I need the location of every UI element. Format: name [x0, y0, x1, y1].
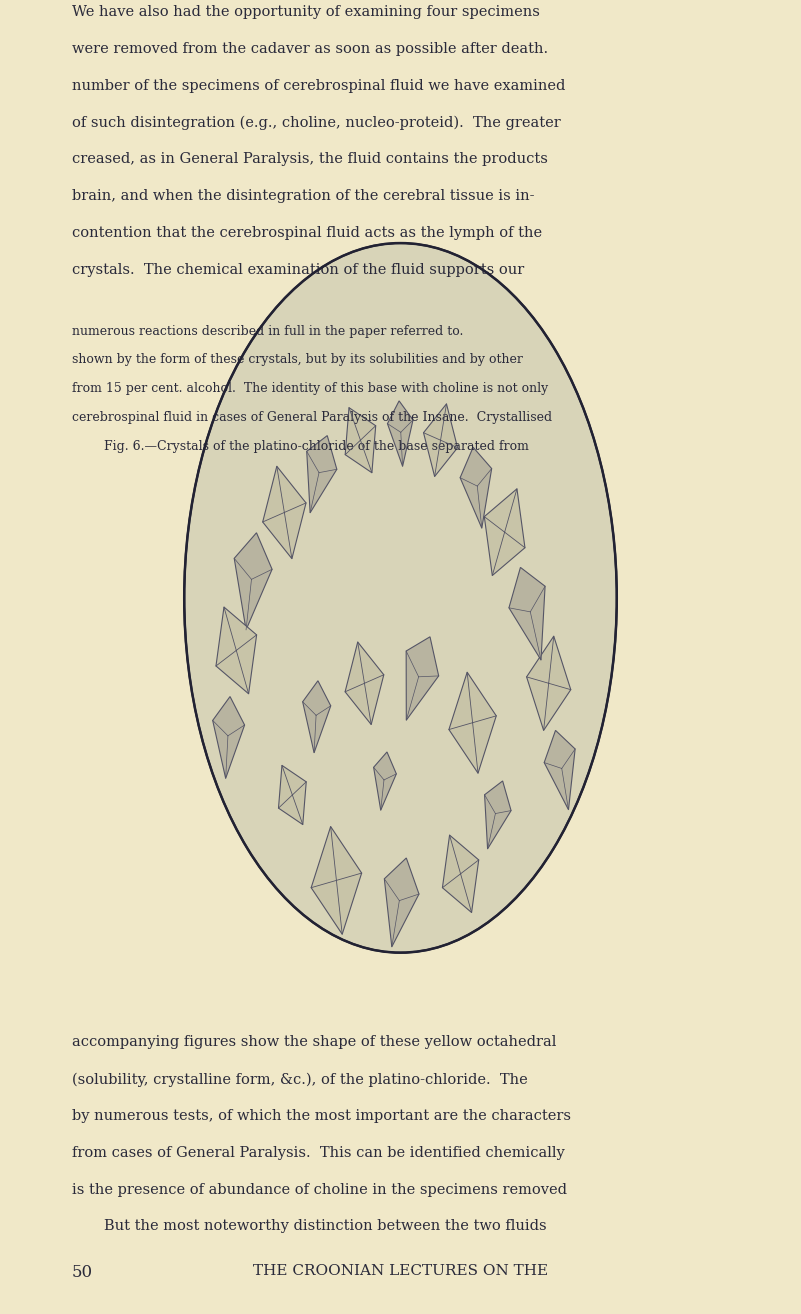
Polygon shape: [449, 673, 497, 773]
Text: crystals.  The chemical examination of the fluid supports our: crystals. The chemical examination of th…: [72, 263, 525, 277]
Text: brain, and when the disintegration of the cerebral tissue is in-: brain, and when the disintegration of th…: [72, 189, 534, 204]
Text: numerous reactions described in full in the paper referred to.: numerous reactions described in full in …: [72, 325, 464, 338]
Text: THE CROONIAN LECTURES ON THE: THE CROONIAN LECTURES ON THE: [253, 1264, 548, 1279]
Polygon shape: [406, 637, 439, 720]
Text: of such disintegration (e.g., choline, nucleo-proteid).  The greater: of such disintegration (e.g., choline, n…: [72, 116, 561, 130]
Circle shape: [184, 243, 617, 953]
Polygon shape: [234, 532, 272, 629]
Polygon shape: [279, 765, 306, 825]
Polygon shape: [213, 696, 244, 778]
Polygon shape: [460, 447, 492, 528]
Polygon shape: [526, 636, 571, 731]
Polygon shape: [311, 827, 362, 934]
Text: 50: 50: [72, 1264, 93, 1281]
Polygon shape: [485, 781, 511, 849]
Text: But the most noteworthy distinction between the two fluids: But the most noteworthy distinction betw…: [104, 1219, 547, 1234]
Text: (solubility, crystalline form, &c.), of the platino-chloride.  The: (solubility, crystalline form, &c.), of …: [72, 1072, 528, 1087]
Polygon shape: [424, 403, 457, 477]
Polygon shape: [345, 643, 384, 724]
Text: were removed from the cadaver as soon as possible after death.: were removed from the cadaver as soon as…: [72, 42, 548, 57]
Text: Fig. 6.—Crystals of the platino-chloride of the base separated from: Fig. 6.—Crystals of the platino-chloride…: [104, 440, 529, 453]
Text: We have also had the opportunity of examining four specimens: We have also had the opportunity of exam…: [72, 5, 540, 20]
Polygon shape: [345, 407, 376, 473]
Text: is the presence of abundance of choline in the specimens removed: is the presence of abundance of choline …: [72, 1183, 567, 1197]
Polygon shape: [485, 489, 525, 576]
Polygon shape: [388, 401, 413, 466]
Polygon shape: [263, 466, 306, 558]
Polygon shape: [442, 836, 479, 912]
Text: cerebrospinal fluid in cases of General Paralysis of the Insane.  Crystallised: cerebrospinal fluid in cases of General …: [72, 411, 552, 424]
Polygon shape: [303, 681, 331, 753]
Polygon shape: [373, 752, 396, 811]
Polygon shape: [307, 436, 337, 512]
Polygon shape: [544, 731, 575, 809]
Text: number of the specimens of cerebrospinal fluid we have examined: number of the specimens of cerebrospinal…: [72, 79, 566, 93]
Polygon shape: [384, 858, 419, 947]
Text: from 15 per cent. alcohol.  The identity of this base with choline is not only: from 15 per cent. alcohol. The identity …: [72, 382, 549, 396]
Text: from cases of General Paralysis.  This can be identified chemically: from cases of General Paralysis. This ca…: [72, 1146, 565, 1160]
Polygon shape: [509, 568, 545, 660]
Text: by numerous tests, of which the most important are the characters: by numerous tests, of which the most imp…: [72, 1109, 571, 1123]
Polygon shape: [216, 607, 256, 694]
Text: contention that the cerebrospinal fluid acts as the lymph of the: contention that the cerebrospinal fluid …: [72, 226, 542, 240]
Text: shown by the form of these crystals, but by its solubilities and by other: shown by the form of these crystals, but…: [72, 353, 523, 367]
Text: accompanying figures show the shape of these yellow octahedral: accompanying figures show the shape of t…: [72, 1035, 557, 1050]
Text: creased, as in General Paralysis, the fluid contains the products: creased, as in General Paralysis, the fl…: [72, 152, 548, 167]
